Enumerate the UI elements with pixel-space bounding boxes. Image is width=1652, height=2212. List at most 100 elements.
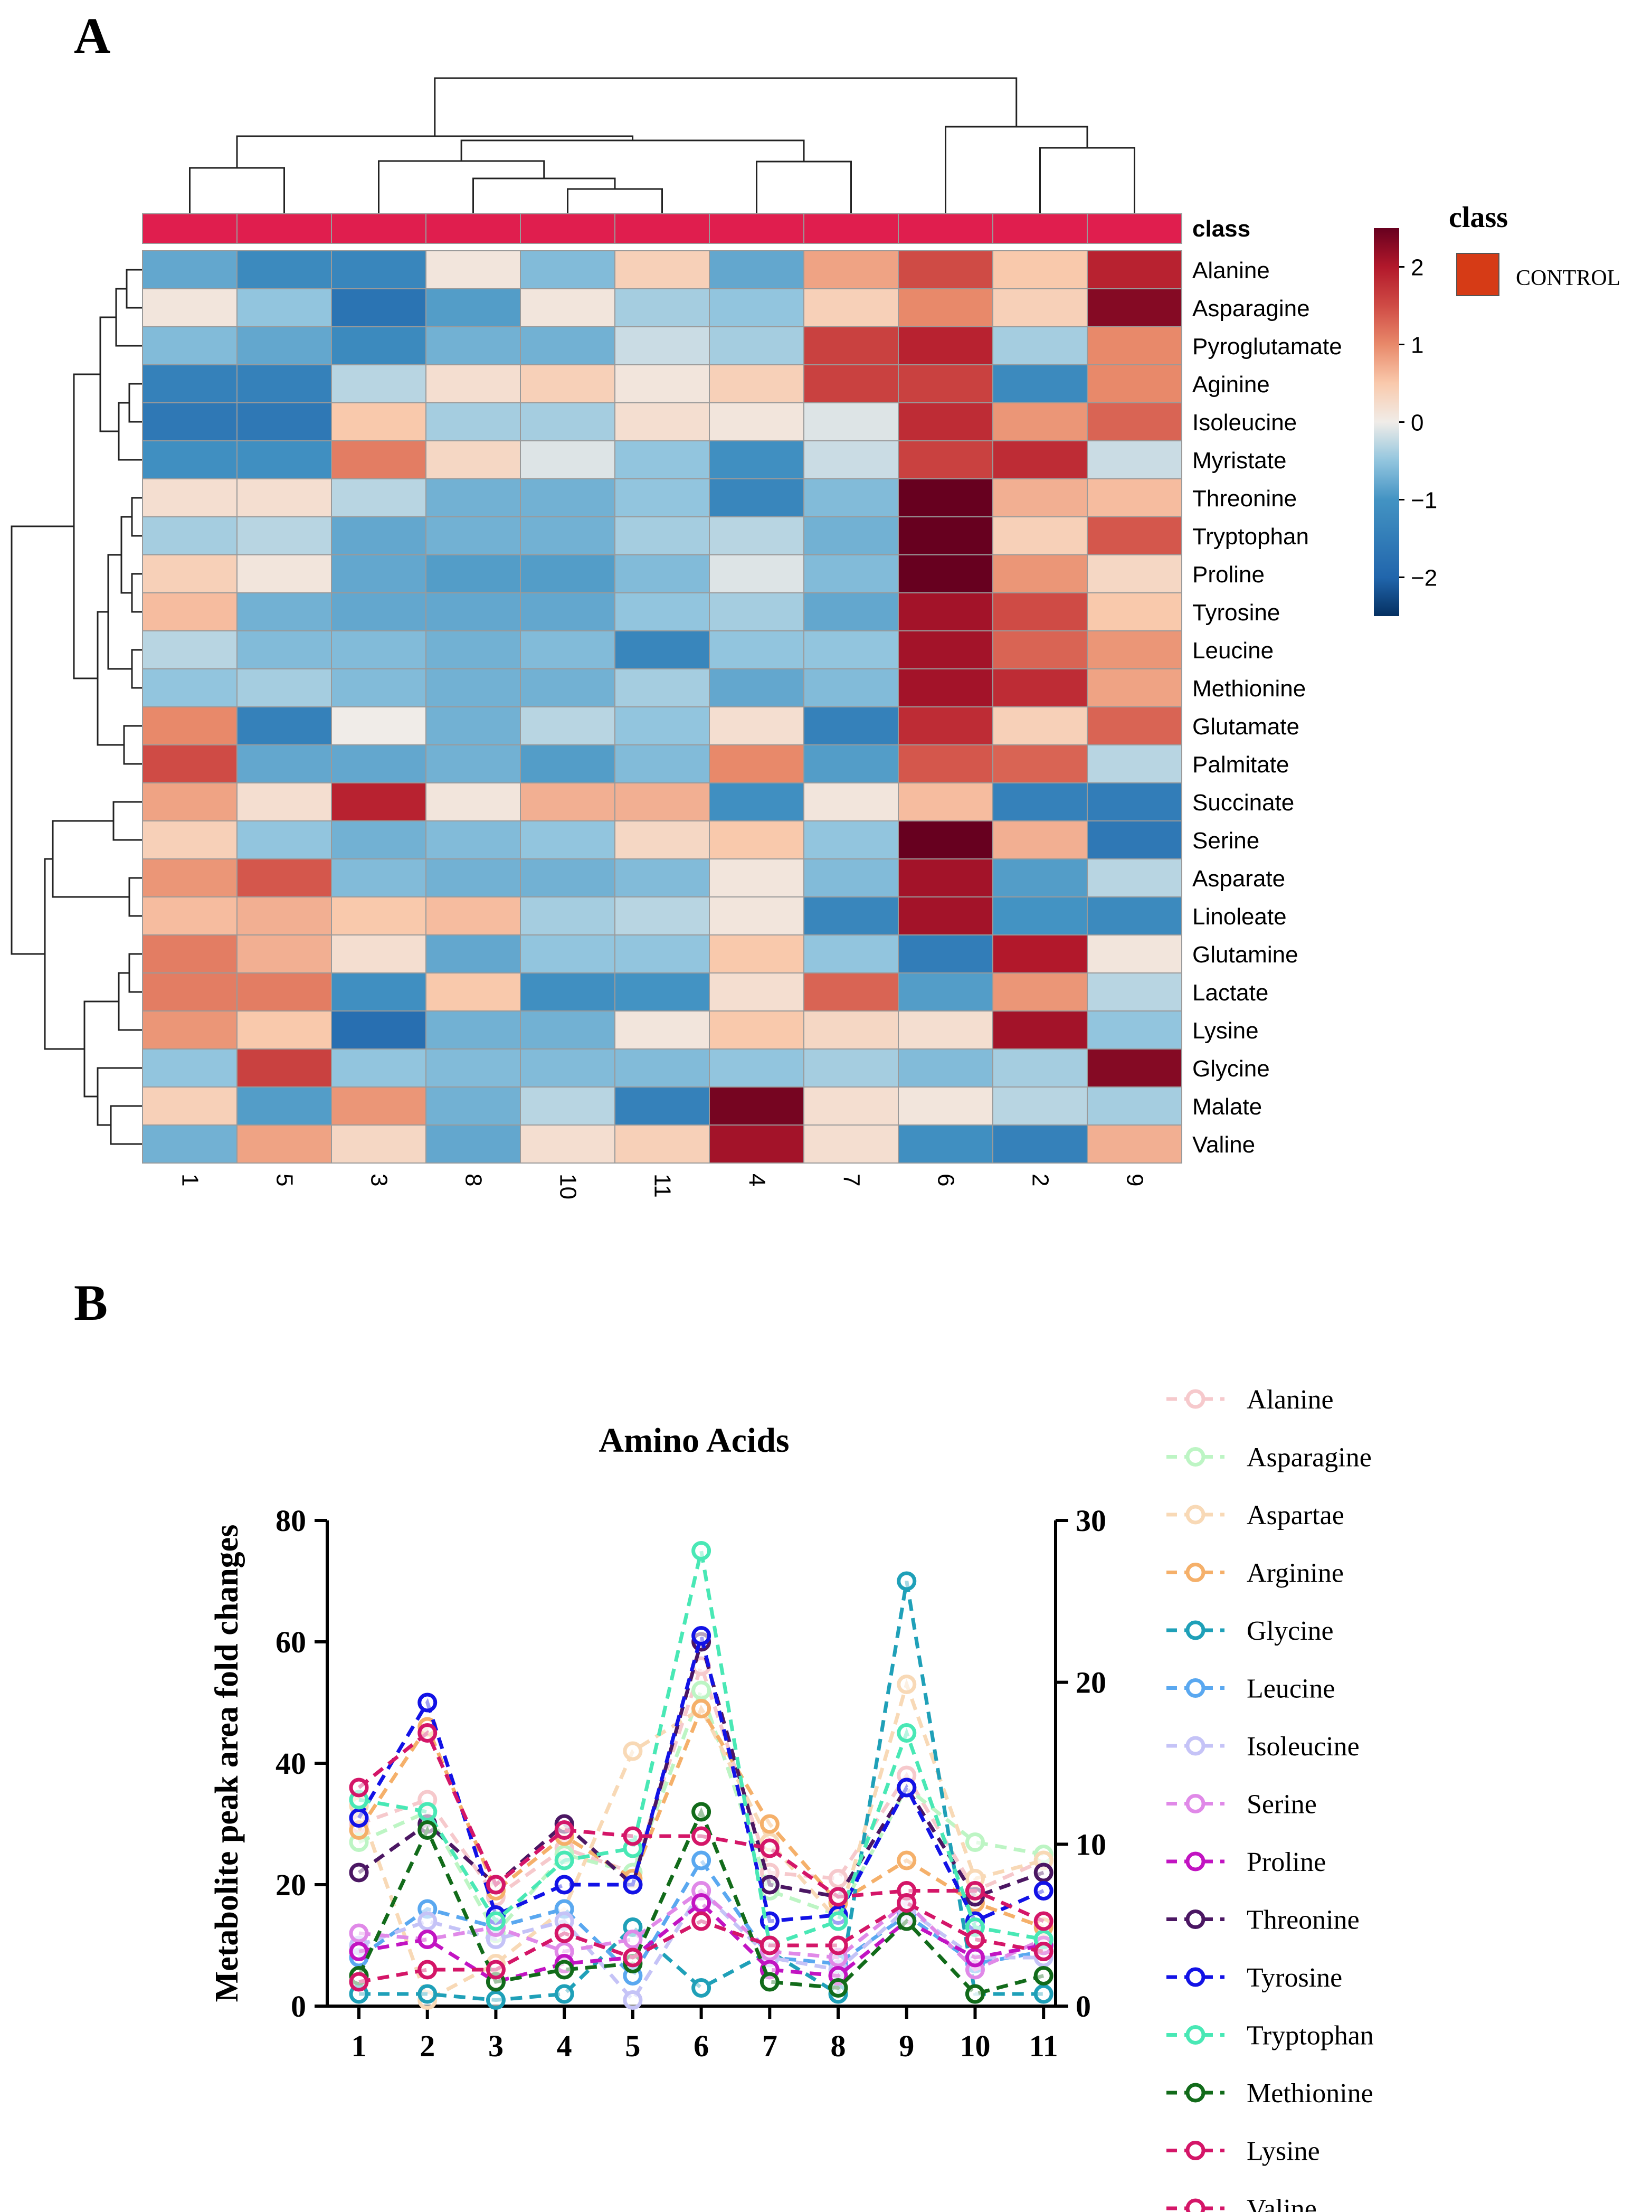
cell-glutamate-1 <box>142 706 238 745</box>
legend-label: Valine <box>1247 2194 1317 2212</box>
cell-tryptophan-10 <box>520 516 615 555</box>
y-tick-label: 40 <box>276 1746 306 1781</box>
cell-lysine-10 <box>520 1010 615 1050</box>
point-lysine-8 <box>828 1887 848 1907</box>
cell-tryptophan-5 <box>236 516 332 555</box>
cell-myristate-1 <box>142 440 238 479</box>
cell-pyroglutamate-2 <box>992 326 1088 365</box>
dendro-branch <box>189 167 285 214</box>
point-tryptophan-6 <box>691 1541 711 1561</box>
point-alanine-8 <box>828 1869 848 1888</box>
point-tyrosine-2 <box>417 1693 438 1713</box>
cell-serine-10 <box>520 820 615 859</box>
cell-valine-10 <box>520 1124 615 1164</box>
cell-glutamine-1 <box>142 934 238 973</box>
cell-malate-8 <box>425 1086 521 1126</box>
point-valine-4 <box>554 1923 574 1943</box>
cell-threonine-6 <box>898 478 993 517</box>
cell-aginine-10 <box>520 364 615 403</box>
cell-alanine-8 <box>425 250 521 289</box>
cell-glycine-2 <box>992 1048 1088 1088</box>
series-line-glycine <box>359 1581 1044 2002</box>
point-glycine-3 <box>486 1990 506 2010</box>
point-lysine-10 <box>965 1881 985 1901</box>
point-glycine-6 <box>691 1978 711 1998</box>
cell-methionine-10 <box>520 668 615 707</box>
x-tick-label: 3 <box>488 2029 504 2063</box>
heatmap-panel: class Alanine Asparagine Pyroglutamate Agin… <box>11 77 1620 1199</box>
y-tick-label: 80 <box>276 1504 306 1538</box>
cell-lactate-11 <box>614 972 710 1012</box>
cell-glycine-1 <box>142 1048 238 1088</box>
cell-isoleucine-11 <box>614 402 710 441</box>
cell-succinate-7 <box>803 782 899 821</box>
class-bar-cell <box>425 213 521 244</box>
legend-item-lysine: Lysine <box>1166 2137 1320 2167</box>
cell-lysine-9 <box>1087 1010 1182 1050</box>
cell-valine-9 <box>1087 1124 1182 1164</box>
cell-palmitate-8 <box>425 744 521 783</box>
cell-tryptophan-8 <box>425 516 521 555</box>
point-proline-10 <box>965 1948 985 1968</box>
colorbar-tick-label: −2 <box>1411 565 1437 591</box>
cell-proline-5 <box>236 554 332 593</box>
dendro-branch <box>131 497 143 537</box>
point-proline-2 <box>417 1930 438 1949</box>
class-row-label: class <box>1192 216 1250 242</box>
legend-label: Threonine <box>1247 1905 1360 1935</box>
heatmap-cells <box>142 250 1182 1164</box>
point-tryptophan-8 <box>828 1911 848 1931</box>
cell-isoleucine-10 <box>520 402 615 441</box>
cell-valine-5 <box>236 1124 332 1164</box>
cell-glutamate-5 <box>236 706 332 745</box>
point-tyrosine-4 <box>554 1875 574 1895</box>
class-legend-swatch <box>1456 253 1499 296</box>
cell-proline-10 <box>520 554 615 593</box>
column-label-9: 9 <box>1122 1174 1148 1186</box>
cell-linoleate-6 <box>898 896 993 935</box>
y-tick-label: 20 <box>276 1868 306 1902</box>
point-serine-1 <box>349 1923 369 1943</box>
row-label-isoleucine: Isoleucine <box>1192 410 1297 436</box>
legend-marker <box>1185 1736 1205 1756</box>
x-tick-label: 9 <box>899 2029 914 2063</box>
cell-proline-3 <box>331 554 426 593</box>
cell-glycine-7 <box>803 1048 899 1088</box>
cell-methionine-7 <box>803 668 899 707</box>
column-label-6: 6 <box>933 1174 959 1186</box>
dendro-branch <box>567 188 663 214</box>
cell-serine-3 <box>331 820 426 859</box>
cell-methionine-5 <box>236 668 332 707</box>
point-isoleucine-2 <box>417 1911 438 1931</box>
cell-glutamine-6 <box>898 934 993 973</box>
cell-asparagine-9 <box>1087 288 1182 327</box>
point-glycine-11 <box>1033 1984 1053 2004</box>
cell-asparagine-10 <box>520 288 615 327</box>
cell-alanine-10 <box>520 250 615 289</box>
row-label-asparagine: Asparagine <box>1192 296 1310 322</box>
cell-alanine-7 <box>803 250 899 289</box>
cell-threonine-9 <box>1087 478 1182 517</box>
cell-asparagine-1 <box>142 288 238 327</box>
point-proline-6 <box>691 1893 711 1913</box>
x-tick-label: 5 <box>625 2029 640 2063</box>
cell-lysine-7 <box>803 1010 899 1050</box>
cell-glycine-9 <box>1087 1048 1182 1088</box>
colorbar-gradient <box>1374 228 1399 616</box>
cell-malate-9 <box>1087 1086 1182 1126</box>
cell-malate-3 <box>331 1086 426 1126</box>
cell-palmitate-7 <box>803 744 899 783</box>
cell-methionine-1 <box>142 668 238 707</box>
point-lysine-5 <box>623 1826 643 1846</box>
cell-lactate-10 <box>520 972 615 1012</box>
point-lysine-2 <box>417 1723 438 1743</box>
cell-glutamine-2 <box>992 934 1088 973</box>
cell-glutamine-4 <box>709 934 804 973</box>
legend-item-leucine: Leucine <box>1166 1674 1335 1704</box>
column-label-2: 2 <box>1028 1174 1053 1186</box>
cell-tyrosine-2 <box>992 592 1088 631</box>
cell-serine-9 <box>1087 820 1182 859</box>
dendro-branch <box>73 373 100 679</box>
cell-methionine-6 <box>898 668 993 707</box>
point-tyrosine-1 <box>349 1808 369 1828</box>
